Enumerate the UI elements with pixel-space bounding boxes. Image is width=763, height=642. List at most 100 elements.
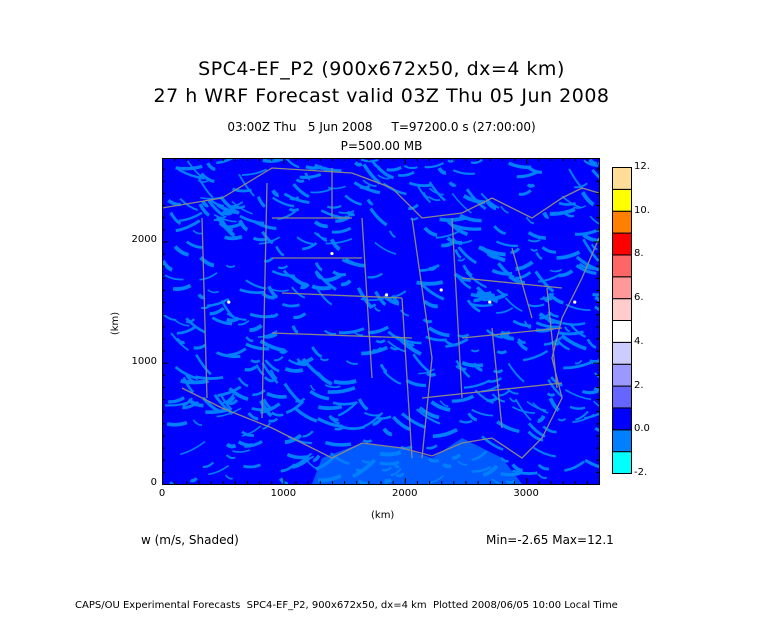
colorbar-box [612,385,632,409]
updraft-streak [425,335,447,342]
updraft-streak [517,338,526,344]
updraft-streak [374,241,397,255]
updraft-streak [206,162,216,172]
colorbar-box [612,363,632,387]
updraft-streak [231,204,246,209]
updraft-streak [337,401,358,417]
updraft-streak [192,229,203,235]
updraft-streak [231,200,253,215]
colorbar-label: 8. [634,248,644,260]
updraft-streak [564,326,571,333]
updraft-streak [329,238,341,252]
updraft-streak [301,357,322,378]
updraft-streak [199,272,218,281]
updraft-streak [197,176,214,199]
updraft-streak [403,164,418,170]
updraft-streak [538,273,562,283]
updraft-streak [465,188,487,211]
updraft-streak [467,412,478,422]
updraft-streak [302,430,314,438]
updraft-streak [412,353,432,374]
updraft-streak [271,189,280,197]
colorbar-box [612,276,632,300]
updraft-streak [262,158,284,163]
updraft-streak [400,309,409,317]
updraft-streak [558,330,584,336]
updraft-streak [271,269,295,278]
updraft-streak [446,219,469,237]
colorbar-box [612,320,632,343]
updraft-streak [293,312,307,320]
colorbar-label: 10. [634,204,650,216]
updraft-streak [202,461,215,469]
x-tick-label: 3000 [513,488,539,499]
updraft-streak [499,332,515,341]
updraft-streak [249,323,263,333]
updraft-streak [375,339,386,344]
updraft-streak [432,428,458,439]
updraft-streak [558,201,577,206]
updraft-streak [346,210,356,217]
updraft-streak [456,274,472,290]
updraft-streak [527,239,541,243]
updraft-streak [256,196,266,208]
updraft-streak [284,367,304,373]
colorbar-box [612,429,632,453]
colorbar-box [612,341,632,365]
updraft-streak [176,325,197,335]
updraft-streak [302,242,318,251]
updraft-streak [280,463,296,473]
y-tick-label: 1000 [131,355,157,367]
updraft-streak [582,233,600,243]
updraft-streak [416,280,444,286]
updraft-streak [584,458,600,469]
updraft-streak [528,303,545,308]
updraft-streak [424,162,445,169]
y-axis-label: (km) [110,311,122,336]
updraft-streak [232,449,251,453]
updraft-streak [593,387,600,392]
updraft-streak [337,215,348,222]
updraft-streak [362,179,377,188]
updraft-streak [446,236,463,245]
updraft-streak [461,361,484,368]
updraft-streak [207,199,225,217]
updraft-streak [340,279,352,287]
updraft-streak [439,400,449,407]
min-max-label: Min=-2.65 Max=12.1 [486,533,614,547]
updraft-streak [264,359,280,373]
variable-label: w (m/s, Shaded) [141,533,239,547]
updraft-streak [526,183,536,188]
updraft-streak [173,245,189,257]
updraft-streak [216,158,236,165]
updraft-streak [239,288,265,295]
updraft-streak [166,420,188,427]
updraft-streak [319,357,329,362]
updraft-streak [198,203,210,217]
updraft-spot [384,293,389,297]
updraft-streak [476,290,493,296]
updraft-streak [283,192,310,204]
updraft-streak [588,358,600,365]
updraft-streak [451,394,475,403]
updraft-streak [428,196,441,202]
updraft-streak [452,237,463,246]
updraft-streak [527,166,543,174]
updraft-streak [401,412,427,429]
updraft-streak [259,236,281,245]
updraft-streak [338,327,365,335]
updraft-streak [175,164,203,171]
updraft-streak [194,375,224,380]
updraft-streak [324,384,341,389]
updraft-streak [541,246,557,254]
updraft-streak [228,201,244,208]
updraft-streak [583,159,599,167]
updraft-streak [277,265,289,270]
updraft-streak [470,349,480,353]
updraft-streak [511,469,538,475]
updraft-streak [178,211,203,222]
colorbar-box [612,451,632,474]
updraft-streak [312,454,321,462]
updraft-streak [422,318,433,324]
updraft-streak [453,224,482,231]
